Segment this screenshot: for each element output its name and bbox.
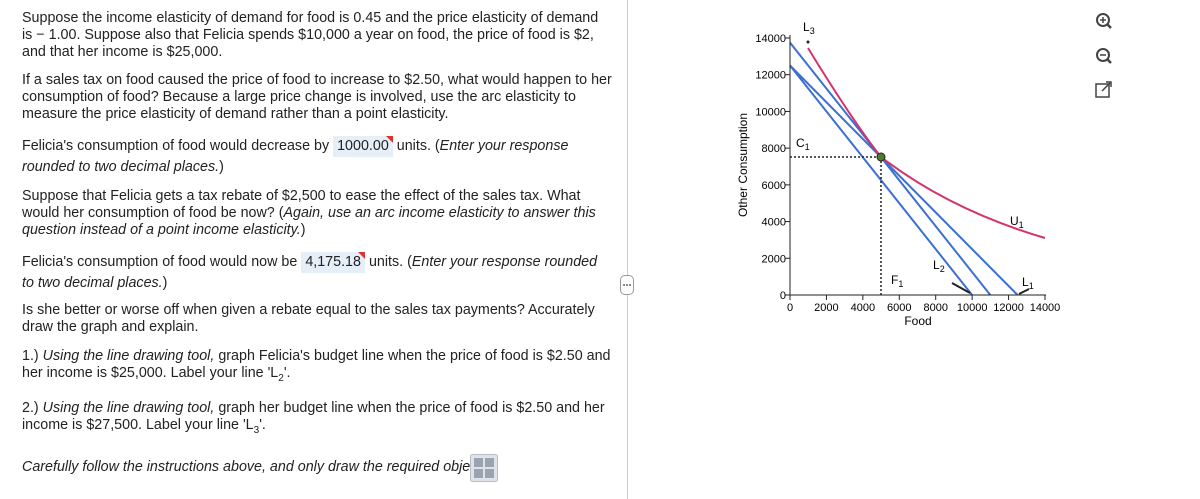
- question-text: Is she better or worse off when given a …: [22, 302, 595, 335]
- y-tick-label: 4000: [762, 217, 786, 229]
- y-tick-label: 10000: [755, 106, 786, 118]
- x-axis-title: Food: [904, 314, 931, 328]
- label-text: F: [891, 273, 898, 287]
- y-tick-label: 14000: [755, 33, 786, 45]
- text: 2.): [22, 400, 39, 416]
- y-tick-label: 0: [780, 290, 786, 302]
- question-text: Suppose that Felicia gets a tax rebate o…: [22, 188, 612, 239]
- line-label: U1: [1010, 214, 1024, 230]
- label-subscript: 1: [1019, 220, 1024, 230]
- divider: [627, 0, 628, 499]
- answer-input[interactable]: 1000.00: [333, 136, 393, 157]
- label-subscript: 1: [805, 142, 810, 152]
- answer-line: Felicia's consumption of food would decr…: [22, 136, 612, 177]
- icon-cell: [485, 469, 494, 478]
- line-label: L2: [933, 258, 945, 274]
- plot: Food Other Consumption 0 2000 4000 6000 8000…: [736, 20, 1060, 328]
- text: '.: [283, 365, 291, 381]
- y-tick-label: 6000: [762, 180, 786, 192]
- x-tick-label: 6000: [887, 302, 911, 314]
- label-text: L: [1022, 275, 1029, 289]
- y-axis-title: Other Consumption: [736, 113, 750, 217]
- graph: Food Other Consumption 0 2000 4000 6000 8000…: [736, 13, 1112, 328]
- zoom-in[interactable]: [1096, 13, 1112, 29]
- x-tick-label: 10000: [957, 302, 988, 314]
- text: Felicia's consumption of food would now …: [22, 254, 298, 270]
- handle-dots: [623, 284, 631, 286]
- x-tick-label: 2000: [814, 302, 838, 314]
- instruction: 1.) Using the line drawing tool, graph F…: [22, 348, 612, 387]
- text: graph her budget line when the price of …: [22, 400, 605, 433]
- subscript: 3: [253, 424, 260, 436]
- label-pointer: [951, 282, 971, 294]
- zoom-out[interactable]: [1096, 48, 1112, 64]
- text: ): [300, 222, 306, 238]
- question-text: Suppose the income elasticity of demand …: [22, 10, 599, 60]
- label-subscript: 1: [898, 279, 903, 289]
- label-subscript: 1: [1029, 281, 1034, 291]
- budget-line-l1: [789, 64, 1019, 296]
- line-label: F1: [891, 273, 903, 289]
- icon-cell: [485, 458, 494, 467]
- y-tick-label: 2000: [762, 253, 786, 265]
- text: Felicia's consumption of food would decr…: [22, 138, 330, 154]
- answer-input[interactable]: 4,175.18: [301, 252, 365, 273]
- budget-line-l3: [789, 41, 992, 296]
- line-label: C1: [796, 136, 810, 152]
- tool-icon[interactable]: [470, 454, 498, 482]
- hint: Using the line drawing tool,: [42, 400, 215, 416]
- hint: Enter your response rounded to two decim…: [22, 254, 598, 291]
- optimum-point: [876, 152, 886, 162]
- answer-line: Felicia's consumption of food would now …: [22, 252, 612, 293]
- text: units. (: [368, 254, 412, 270]
- x-tick-label: 8000: [923, 302, 947, 314]
- x-tick-label: 0: [787, 302, 793, 314]
- indifference-curve: [807, 47, 1046, 239]
- line-label: L3: [803, 20, 815, 36]
- open-external[interactable]: [1095, 81, 1112, 98]
- text: units. (: [396, 138, 440, 154]
- label-subscript: 3: [810, 26, 815, 36]
- hint: Carefully follow the instructions above,…: [22, 459, 493, 475]
- label-text: U: [1010, 214, 1019, 228]
- line-label: L1: [1022, 275, 1034, 291]
- text: Suppose that Felicia gets a tax rebate o…: [22, 188, 581, 221]
- text: '.: [259, 417, 266, 433]
- x-tick-label: 12000: [993, 302, 1024, 314]
- label-subscript: 2: [940, 264, 945, 274]
- hint: Enter your response rounded to two decim…: [22, 138, 569, 175]
- resize-handle[interactable]: [620, 275, 634, 295]
- label-text: L: [933, 258, 940, 272]
- x-tick-label: 4000: [851, 302, 875, 314]
- instruction: 2.) Using the line drawing tool, graph h…: [22, 400, 612, 439]
- y-tick-label: 12000: [755, 70, 786, 82]
- hint: Again, use an arc income elasticity to a…: [22, 205, 596, 238]
- text: graph Felicia's budget line when the pri…: [22, 348, 611, 381]
- footer-note: Carefully follow the instructions above,…: [22, 459, 612, 476]
- text: ): [219, 159, 224, 175]
- y-tick-label: 8000: [762, 143, 786, 155]
- budget-line-l2: [789, 64, 973, 296]
- label-pointer: [806, 40, 810, 44]
- x-tick-label: 14000: [1030, 302, 1061, 314]
- icon-cell: [474, 458, 483, 467]
- text: 1.): [22, 348, 39, 364]
- text: ): [162, 275, 168, 291]
- label-pointer: [1018, 288, 1030, 295]
- label-text: C: [796, 136, 805, 150]
- subscript: 2: [278, 372, 284, 384]
- icon-cell: [474, 469, 483, 478]
- label-text: L: [803, 20, 810, 34]
- hint: Using the line drawing tool,: [42, 348, 215, 364]
- question-text: If a sales tax on food caused the price …: [22, 72, 612, 122]
